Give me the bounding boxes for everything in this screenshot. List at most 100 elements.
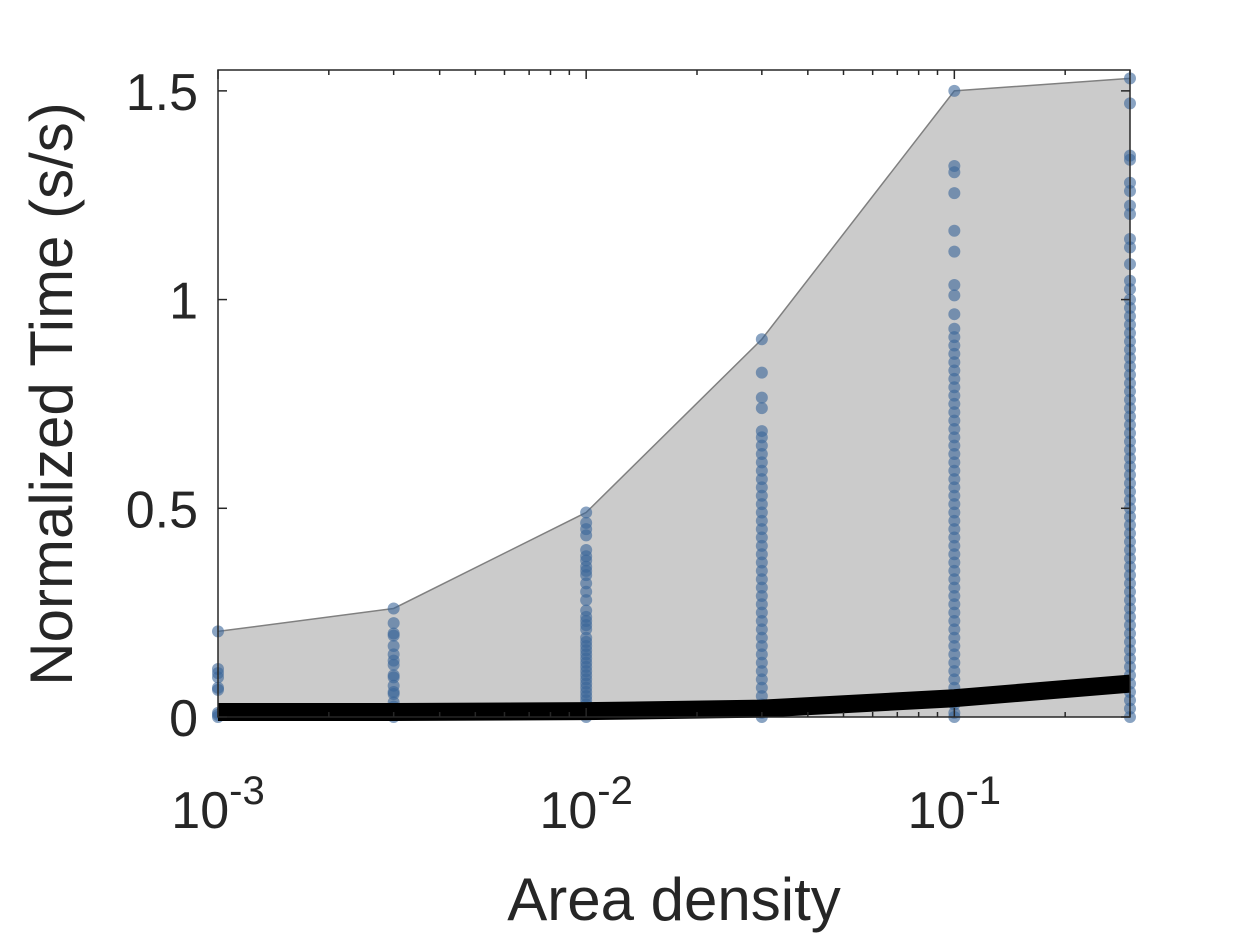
data-point <box>387 617 400 630</box>
scatter-group <box>580 506 593 723</box>
data-point <box>948 439 961 452</box>
data-point <box>948 406 961 419</box>
data-point <box>948 498 961 511</box>
data-point <box>948 84 961 97</box>
data-point <box>948 648 961 661</box>
data-point <box>948 289 961 302</box>
data-point <box>387 671 400 684</box>
y-tick-label: 0.5 <box>126 481 198 539</box>
data-point <box>755 564 768 577</box>
x-tick-label-base: 10 <box>908 782 966 840</box>
data-point <box>755 681 768 694</box>
data-point <box>755 523 768 536</box>
data-point <box>948 514 961 527</box>
data-point <box>755 623 768 636</box>
data-point <box>948 331 961 344</box>
data-point <box>755 473 768 486</box>
data-point <box>580 569 593 582</box>
data-point <box>580 585 593 598</box>
data-point <box>948 548 961 561</box>
scatter-group <box>755 333 768 723</box>
data-point <box>387 640 400 653</box>
x-axis-label: Area density <box>507 866 841 933</box>
range-band-upper-edge <box>217 77 1131 633</box>
data-point <box>948 422 961 435</box>
data-point <box>948 456 961 469</box>
data-point <box>755 439 768 452</box>
data-point <box>755 656 768 669</box>
data-point <box>948 506 961 519</box>
data-point <box>948 308 961 321</box>
data-point <box>755 402 768 415</box>
data-point <box>755 531 768 544</box>
data-point <box>580 623 593 636</box>
data-point <box>755 665 768 678</box>
y-tick-label: 0 <box>169 690 198 748</box>
y-axis-label: Normalized Time (s/s) <box>18 102 85 685</box>
data-point <box>755 489 768 502</box>
data-point <box>755 548 768 561</box>
data-point <box>948 448 961 461</box>
data-point <box>948 489 961 502</box>
data-point <box>948 606 961 619</box>
x-tick-label-exponent: -2 <box>597 769 633 813</box>
data-point <box>755 431 768 444</box>
data-point <box>948 347 961 360</box>
data-point <box>948 166 961 179</box>
data-point <box>755 333 768 346</box>
data-point <box>948 356 961 369</box>
data-point <box>948 631 961 644</box>
data-point <box>755 366 768 379</box>
data-point <box>387 688 400 701</box>
data-point <box>948 564 961 577</box>
plot-area <box>212 72 1136 723</box>
data-point <box>948 245 961 258</box>
data-point <box>948 640 961 653</box>
data-point <box>948 431 961 444</box>
data-point <box>755 448 768 461</box>
scatter-group <box>948 84 961 723</box>
data-point <box>948 589 961 602</box>
range-band <box>218 78 1130 717</box>
data-point <box>387 602 400 615</box>
data-point <box>580 577 593 590</box>
data-point <box>755 614 768 627</box>
data-point <box>755 648 768 661</box>
data-point <box>948 389 961 402</box>
data-point <box>948 673 961 686</box>
y-tick-label: 1 <box>169 273 198 331</box>
data-point <box>948 372 961 385</box>
data-point <box>580 506 593 519</box>
x-tick-label: 10-1 <box>908 769 1001 840</box>
x-tick-label: 10-3 <box>171 769 264 840</box>
data-point <box>948 464 961 477</box>
data-point <box>948 665 961 678</box>
data-point <box>948 623 961 636</box>
data-point <box>755 514 768 527</box>
data-point <box>755 573 768 586</box>
data-point <box>948 581 961 594</box>
data-point <box>580 594 593 607</box>
data-point <box>948 397 961 410</box>
data-point <box>948 481 961 494</box>
data-point <box>580 529 593 542</box>
x-tick-label-base: 10 <box>171 782 229 840</box>
data-point <box>755 581 768 594</box>
data-point <box>948 531 961 544</box>
data-point <box>755 481 768 494</box>
data-point <box>755 690 768 703</box>
data-point <box>948 381 961 394</box>
data-point <box>948 364 961 377</box>
data-point <box>948 322 961 335</box>
x-tick-label-exponent: -1 <box>965 769 1001 813</box>
data-point <box>387 658 400 671</box>
data-point <box>387 629 400 642</box>
data-point <box>755 464 768 477</box>
data-point <box>755 589 768 602</box>
data-point <box>755 498 768 511</box>
data-point <box>755 539 768 552</box>
data-point <box>755 673 768 686</box>
mean-line <box>218 674 1131 721</box>
axes-box <box>217 69 1131 718</box>
data-point <box>948 414 961 427</box>
